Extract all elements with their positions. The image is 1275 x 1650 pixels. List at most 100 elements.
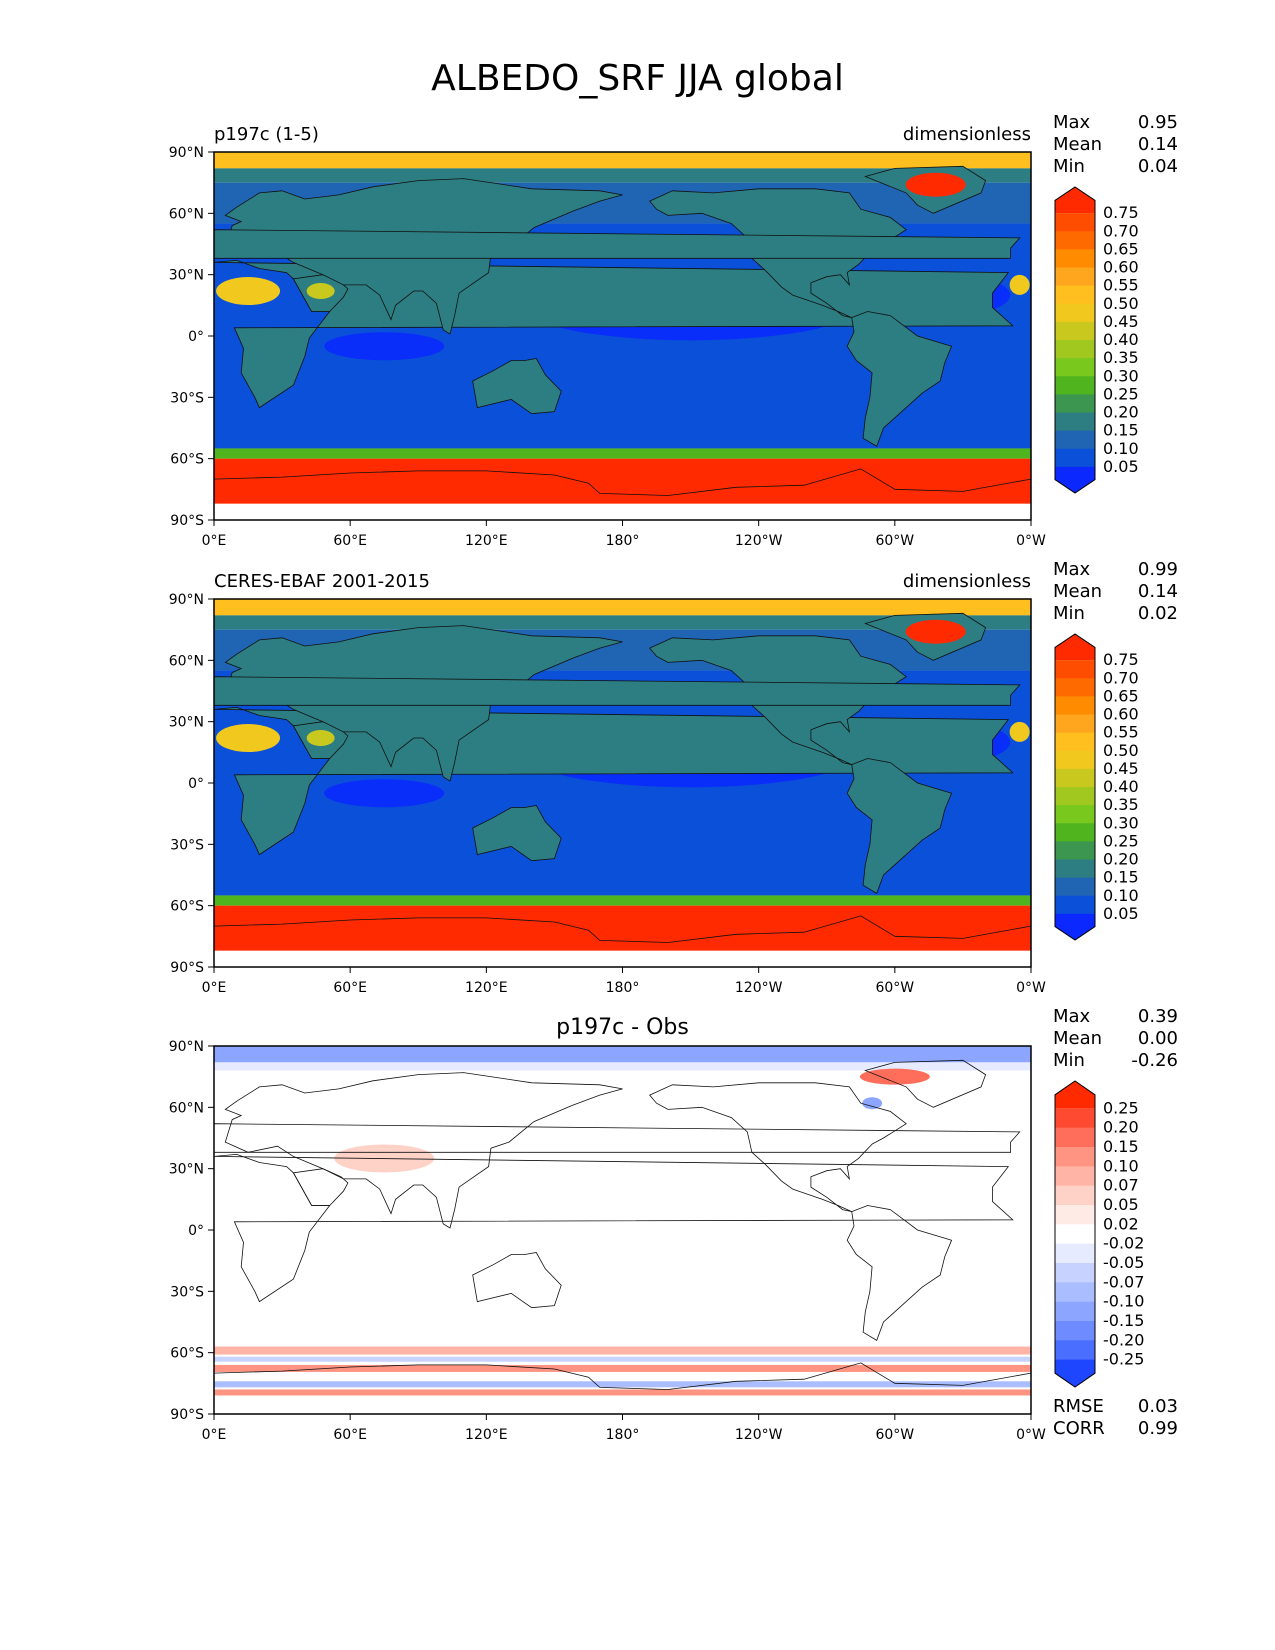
y-tick-label: 30°N — [169, 268, 204, 284]
stat-label-mean: Mean — [1053, 1028, 1102, 1049]
field-band-antarctic-neg — [214, 1381, 1031, 1388]
stat-label-max: Max — [1053, 112, 1091, 133]
stat-label-mean: Mean — [1053, 134, 1102, 155]
colorbar-label: 0.05 — [1103, 904, 1139, 923]
colorbar-label: 0.15 — [1103, 1137, 1139, 1156]
land-southamerica — [846, 758, 953, 894]
field-arabia — [306, 283, 335, 300]
colorbar-label: 0.45 — [1103, 312, 1139, 331]
colorbar-swatch — [1055, 787, 1095, 806]
y-tick-label: 90°S — [170, 1407, 204, 1423]
colorbar-label: 0.55 — [1103, 276, 1139, 295]
colorbar-swatch — [1055, 1147, 1095, 1167]
colorbar-label: 0.65 — [1103, 239, 1139, 258]
field-band-arctic-weak — [214, 1062, 1031, 1071]
y-tick-label: 30°N — [169, 715, 204, 731]
colorbar-swatch — [1055, 1081, 1095, 1109]
x-tick-label: 60°W — [875, 980, 914, 996]
land-southamerica — [846, 1205, 953, 1341]
stat-label-min: Min — [1053, 603, 1085, 624]
y-tick-label: 30°S — [170, 1284, 204, 1300]
field-ocean-low-indian — [324, 332, 445, 361]
colorbar-label: 0.50 — [1103, 294, 1139, 313]
y-tick-label: 30°S — [170, 390, 204, 406]
colorbar-swatch — [1055, 412, 1095, 432]
colorbar-swatch — [1055, 877, 1095, 897]
colorbar-swatch — [1055, 267, 1095, 287]
field-west-sahara — [1009, 721, 1030, 742]
colorbar-label: 0.07 — [1103, 1176, 1139, 1195]
field-band-5 — [214, 905, 1031, 951]
field-greenland — [905, 172, 966, 197]
colorbar-swatch — [1055, 634, 1095, 661]
x-tick-label: 180° — [606, 980, 640, 996]
colorbar-swatch — [1055, 895, 1095, 915]
footer-label-corr: CORR — [1053, 1418, 1105, 1439]
stat-value-min: 0.04 — [1138, 156, 1178, 177]
colorbar-swatch — [1055, 376, 1095, 395]
colorbar-swatch — [1055, 732, 1095, 752]
y-tick-label: 30°S — [170, 837, 204, 853]
y-tick-label: 90°S — [170, 960, 204, 976]
panel-title-left: CERES-EBAF 2001-2015 — [214, 571, 430, 592]
colorbar-label: -0.15 — [1103, 1311, 1144, 1330]
colorbar-swatch — [1055, 187, 1095, 214]
colorbar-label: 0.05 — [1103, 457, 1139, 476]
colorbar-swatch — [1055, 1340, 1095, 1361]
x-tick-label: 180° — [606, 1427, 640, 1443]
colorbar-swatch — [1055, 660, 1095, 679]
panel-observation: 90°N 60°N 30°N 0° 30°S 60°S 90°S 0°E 60°E 120°E 18… — [0, 557, 1275, 1027]
colorbar-label: 0.35 — [1103, 795, 1139, 814]
coast-antarctica — [213, 915, 1032, 943]
field-band-5 — [214, 458, 1031, 504]
panel-title-left: p197c (1-5) — [214, 124, 319, 145]
x-tick-label: 120°W — [735, 1427, 783, 1443]
x-tick-label: 0°E — [202, 1427, 227, 1443]
colorbar-label: 0.40 — [1103, 330, 1139, 349]
x-tick-label: 0°W — [1016, 533, 1046, 549]
panel-model-svg: 90°N 60°N 30°N 0° 30°S 60°S 90°S 0°E 60°E 120°E 18… — [169, 112, 1178, 549]
field-west-sahara — [1009, 274, 1030, 295]
x-tick-label: 60°W — [875, 533, 914, 549]
colorbar-label: -0.20 — [1103, 1330, 1144, 1349]
colorbar-label: 0.40 — [1103, 777, 1139, 796]
stat-value-max: 0.95 — [1138, 112, 1178, 133]
field-sahara — [216, 724, 281, 753]
panel-observation-svg: 90°N 60°N 30°N 0° 30°S 60°S 90°S 0°E 60°E 120°E 18… — [169, 559, 1178, 996]
x-tick-label: 0°E — [202, 980, 227, 996]
x-tick-label: 120°W — [735, 980, 783, 996]
panel-title-center: p197c - Obs — [556, 1015, 689, 1040]
colorbar-label: 0.02 — [1103, 1214, 1139, 1233]
field-band-4 — [214, 895, 1031, 906]
footer-value-corr: 0.99 — [1138, 1418, 1178, 1439]
colorbar-label: 0.20 — [1103, 1118, 1139, 1137]
y-tick-label: 90°S — [170, 513, 204, 529]
panel-model: 90°N 60°N 30°N 0° 30°S 60°S 90°S 0°E 60°E 120°E 18… — [0, 110, 1275, 580]
stat-label-max: Max — [1053, 1006, 1091, 1027]
land-africa — [213, 1153, 1014, 1303]
colorbar-swatch — [1055, 768, 1095, 788]
x-tick-label: 60°E — [333, 980, 367, 996]
y-tick-label: 90°N — [169, 592, 204, 608]
stat-label-min: Min — [1053, 1050, 1085, 1071]
colorbar-swatch — [1055, 1243, 1095, 1264]
field-band-southern-pos — [214, 1346, 1031, 1355]
land-greenland — [864, 1059, 987, 1108]
field-arabia — [306, 730, 335, 747]
colorbar-swatch — [1055, 805, 1095, 824]
colorbar-label: 0.10 — [1103, 1156, 1139, 1175]
colorbar-swatch — [1055, 823, 1095, 842]
land-australia — [472, 358, 562, 415]
colorbar-swatch — [1055, 358, 1095, 377]
stat-label-min: Min — [1053, 156, 1085, 177]
colorbar-label: 0.65 — [1103, 686, 1139, 705]
stat-label-max: Max — [1053, 559, 1091, 580]
field-band-0 — [214, 599, 1031, 616]
colorbar-label: 0.10 — [1103, 886, 1139, 905]
panel-units: dimensionless — [903, 124, 1031, 145]
field-sahara — [216, 277, 281, 306]
colorbar-swatch — [1055, 394, 1095, 413]
colorbar-swatch — [1055, 1127, 1095, 1148]
colorbar-swatch — [1055, 841, 1095, 860]
